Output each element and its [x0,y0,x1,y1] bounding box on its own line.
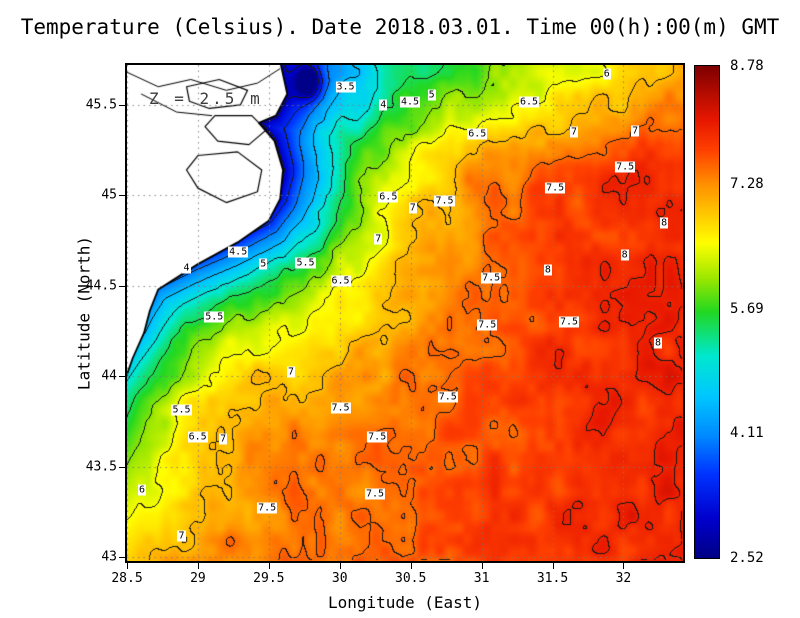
x-axis-title: Longitude (East) [327,593,483,612]
depth-annotation: Z = 2.5 m [149,89,263,108]
colorbar-canvas [695,66,719,558]
x-tick-mark [552,563,554,569]
y-tick-label: 43 [101,549,117,565]
y-tick-label: 45 [101,187,117,203]
contour-label: 7.5 [364,488,385,500]
colorbar [694,65,720,559]
contour-label: 7 [177,530,186,542]
contour-label: 7.5 [257,502,278,514]
contour-label: 7 [570,126,579,138]
colorbar-tick-label: 8.78 [730,58,764,74]
contour-label: 7.5 [367,431,388,443]
y-tick-label: 44.5 [85,278,117,294]
contour-label: 7 [374,233,383,245]
contour-label: 7.5 [477,319,498,331]
contour-label: 5.5 [204,311,225,323]
contour-label: 4 [379,99,388,111]
y-tick-label: 44 [101,368,117,384]
contour-label: 8 [543,264,552,276]
plot-area: Z = 2.5 m 3.5 4 4.5 5 6 6.5 6.5 7 7 7.5 7.5 6.5 7 7.5… [125,63,685,563]
x-tick-label: 30 [331,571,348,586]
colorbar-tick-label: 5.69 [730,300,764,317]
x-tick-label: 30.5 [395,571,427,586]
y-tick-mark [119,195,125,197]
contour-label: 7.5 [481,272,502,284]
contour-label: 5.5 [295,257,316,269]
contour-label: 6.5 [518,96,540,108]
contour-label: 3.5 [335,81,356,93]
contour-label: 4 [182,262,191,274]
contour-label: 6 [602,68,611,80]
contour-label: 4.5 [399,96,421,108]
contour-label: 6.5 [330,275,351,287]
contour-label: 6.5 [467,128,488,140]
x-tick-label: 28.5 [111,571,143,586]
contour-label: 7.5 [434,195,455,207]
contour-label: 8 [660,217,669,229]
x-tick-label: 31 [473,571,490,586]
contour-label: 7 [287,366,296,378]
y-tick-label: 43.5 [85,459,117,475]
contour-label: 7.5 [615,161,636,173]
x-tick-mark [410,563,412,569]
contour-label: 7.5 [330,402,351,414]
contour-label: 5 [427,89,436,101]
x-tick-label: 29.5 [253,571,285,586]
x-tick-mark [197,563,199,569]
contour-label: 5 [259,258,268,270]
contour-label: 6 [137,484,147,496]
x-tick-label: 32 [615,571,632,586]
contour-label: 8 [653,337,662,349]
y-tick-mark [119,285,125,287]
x-tick-mark [623,563,625,569]
y-tick-mark [119,557,125,559]
colorbar-tick-label: 4.11 [730,425,764,442]
contour-label: 7.5 [558,316,580,328]
contour-label: 4.5 [228,246,249,258]
contour-label: 7 [219,433,228,445]
x-tick-label: 29 [190,571,206,586]
y-tick-mark [119,466,125,468]
contour-label: 5.5 [171,404,192,416]
x-tick-mark [481,563,483,569]
contour-label: 7.5 [545,182,566,194]
contour-label: 8 [620,249,629,261]
x-tick-mark [339,563,341,569]
y-tick-mark [119,104,125,106]
contour-label: 7 [408,202,417,214]
contour-label: 6.5 [378,191,399,203]
contour-label: 7 [631,125,640,137]
colorbar-tick-label: 7.28 [730,175,764,192]
y-axis-title: Latitude (North) [74,235,94,391]
chart-title: Temperature (Celsius). Date 2018.03.01. … [20,15,780,39]
contour-label: 6.5 [187,431,208,443]
y-tick-mark [119,376,125,378]
contour-label: 7.5 [437,391,458,403]
x-tick-mark [127,563,128,569]
x-tick-label: 31.5 [536,571,569,586]
x-tick-mark [268,563,270,569]
colorbar-tick-label: 2.52 [730,550,764,566]
y-tick-label: 45.5 [85,97,117,113]
